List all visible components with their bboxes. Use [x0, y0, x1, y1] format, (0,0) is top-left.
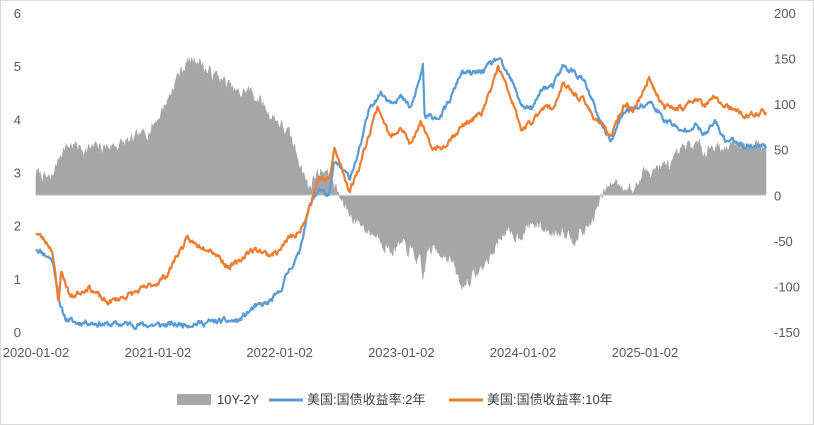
left-axis-ticks: 0 1 2 3 4 5 6: [14, 6, 21, 340]
x-tick-label: 2020-01-02: [3, 345, 70, 360]
left-tick-label: 1: [14, 272, 21, 287]
x-tick-label: 2021-01-02: [125, 345, 192, 360]
left-tick-label: 5: [14, 59, 21, 74]
x-tick-label: 2025-01-02: [612, 345, 679, 360]
legend-label-10y: 美国:国债收益率:10年: [487, 392, 613, 407]
legend-swatch-spread: [177, 394, 211, 405]
series-10y-line: [35, 64, 768, 306]
left-tick-label: 3: [14, 166, 21, 181]
x-tick-label: 2022-01-02: [246, 345, 313, 360]
left-tick-label: 6: [14, 6, 21, 21]
x-tick-label: 2023-01-02: [368, 345, 435, 360]
left-tick-label: 0: [14, 325, 21, 340]
spread-area: [35, 56, 767, 290]
yield-lines-layer: [35, 57, 768, 331]
right-tick-label: 150: [774, 52, 796, 67]
x-axis-ticks: 2020-01-02 2021-01-02 2022-01-02 2023-01-02…: [3, 345, 679, 360]
x-tick-label: 2024-01-02: [490, 345, 557, 360]
right-tick-label: 50: [774, 143, 788, 158]
right-tick-label: 0: [774, 188, 781, 203]
legend: 10Y-2Y 美国:国债收益率:2年 美国:国债收益率:10年: [177, 392, 613, 407]
right-axis-ticks: -150 -100 -50 0 50 100 150 200: [774, 6, 800, 340]
right-tick-label: 200: [774, 6, 796, 21]
right-tick-label: -100: [774, 279, 800, 294]
series-2y-line: [35, 57, 768, 331]
legend-label-spread: 10Y-2Y: [217, 392, 259, 407]
spread-area-layer: [35, 56, 767, 290]
right-tick-label: -150: [774, 325, 800, 340]
right-tick-label: -50: [774, 234, 793, 249]
legend-label-2y: 美国:国债收益率:2年: [307, 392, 425, 407]
left-tick-label: 4: [14, 112, 21, 127]
right-tick-label: 100: [774, 97, 796, 112]
left-tick-label: 2: [14, 219, 21, 234]
